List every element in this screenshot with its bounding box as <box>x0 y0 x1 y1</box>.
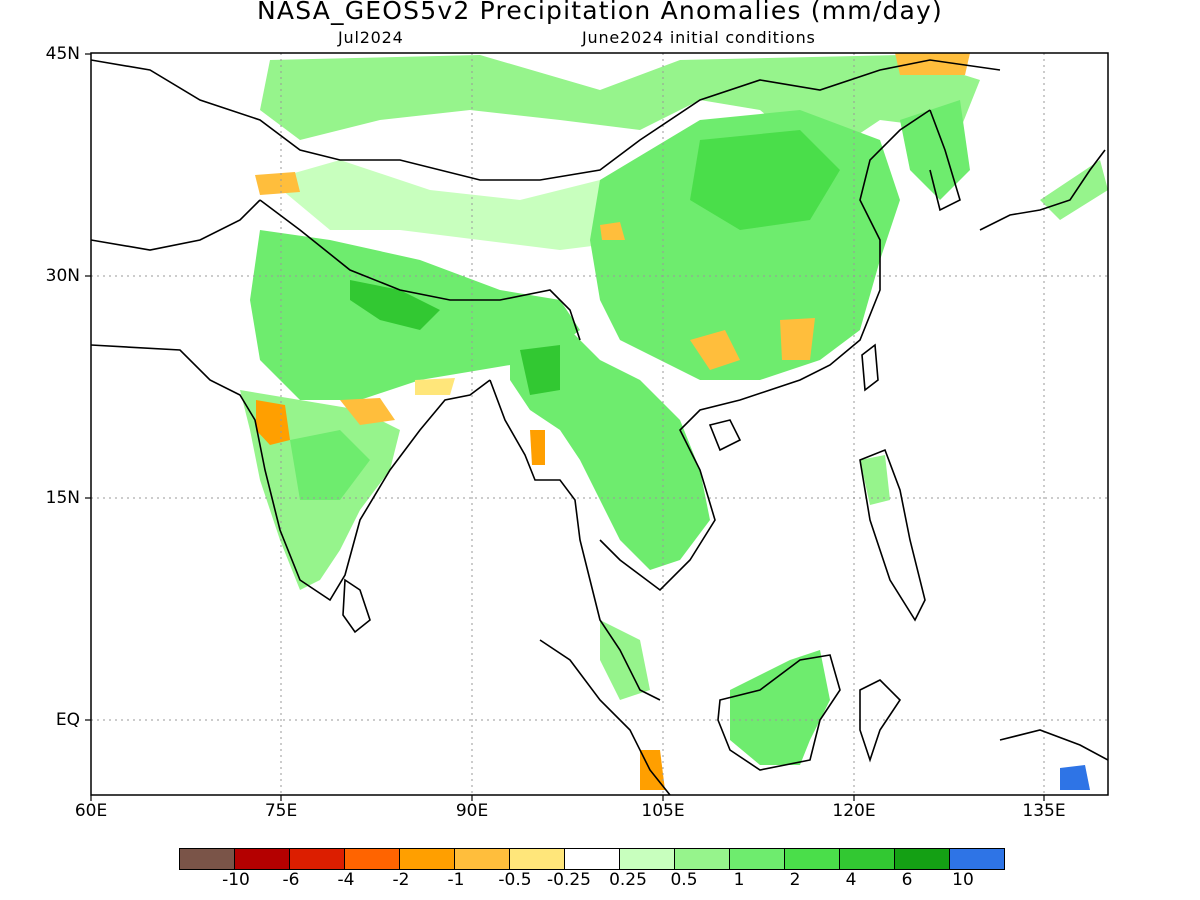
coast-borneo <box>717 654 841 771</box>
lon-label-135e: 135E <box>1022 801 1066 821</box>
initial-conditions-label: June2024 initial conditions <box>582 28 816 47</box>
region-new-guinea-wet <box>1060 765 1090 790</box>
colorbar-swatch <box>674 848 730 870</box>
coast-hainan <box>708 419 742 452</box>
colorbar-label: 6 <box>901 870 913 890</box>
forecast-month: Jul2024 <box>338 28 404 47</box>
colorbar-swatch <box>784 848 840 870</box>
anomaly-layer <box>240 53 1108 790</box>
colorbar-swatch <box>729 848 785 870</box>
region-west-india-dry <box>256 400 290 445</box>
colorbar-label: 0.25 <box>609 870 647 890</box>
colorbar-swatch <box>619 848 675 870</box>
colorbar-label: -2 <box>392 870 410 890</box>
region-central-india-core <box>290 430 370 500</box>
region-philippines <box>860 455 890 505</box>
map-title: NASA_GEOS5v2 Precipitation Anomalies (mm… <box>257 0 943 25</box>
region-himalaya-core <box>350 280 440 330</box>
colorbar-swatch <box>839 848 895 870</box>
lon-label-105e: 105E <box>641 801 685 821</box>
coast-srilanka <box>342 578 371 634</box>
coast-sumatra <box>539 639 671 795</box>
region-japan-tip <box>1040 160 1108 220</box>
colorbar-swatch <box>234 848 290 870</box>
plot-frame <box>90 52 1109 796</box>
region-east-china-core <box>690 130 840 230</box>
region-borneo <box>730 650 830 765</box>
colorbar-label: -1 <box>447 870 465 890</box>
colorbar-label: 4 <box>845 870 857 890</box>
border-china-north <box>91 59 1001 181</box>
colorbar-swatch <box>509 848 565 870</box>
colorbar-swatch <box>894 848 950 870</box>
region-south-china-dry2 <box>780 318 815 360</box>
coast-korea <box>929 109 961 212</box>
lat-label-eq: EQ <box>55 710 80 730</box>
region-pak-dry <box>255 172 300 195</box>
colorbar-swatch <box>454 848 510 870</box>
colorbar-label: 0.5 <box>670 870 698 890</box>
lon-label-75e: 75E <box>264 801 298 821</box>
region-bengal-dry <box>415 378 455 395</box>
coast-sulawesi <box>859 679 902 763</box>
region-tibet-dry <box>600 222 625 240</box>
coast-philippines <box>859 448 926 622</box>
region-myanmar-dry <box>530 430 545 465</box>
colorbar-swatch <box>564 848 620 870</box>
colorbar-label: -10 <box>222 870 250 890</box>
region-south-china-dry <box>690 330 740 370</box>
lon-label-120e: 120E <box>832 801 876 821</box>
border-himalaya <box>259 199 581 341</box>
coast-indochina <box>599 109 931 592</box>
colorbar-label: -4 <box>337 870 355 890</box>
coast-myanmar-thai <box>489 379 661 701</box>
colorbar-label: -0.5 <box>498 870 532 890</box>
colorbar-swatch <box>399 848 455 870</box>
colorbar-swatch <box>344 848 400 870</box>
coast-new-guinea <box>999 729 1108 761</box>
colorbar-label: 2 <box>789 870 801 890</box>
lat-label-30n: 30N <box>45 266 80 286</box>
gridlines <box>91 53 1108 795</box>
tick-marks <box>85 53 1045 801</box>
coastlines <box>91 59 1108 795</box>
colorbar-swatch <box>289 848 345 870</box>
lon-label-90e: 90E <box>455 801 489 821</box>
region-northeast-dry <box>895 53 970 75</box>
lon-label-60e: 60E <box>74 801 108 821</box>
colorbar-swatch <box>949 848 1005 870</box>
border-pakistan <box>91 199 261 251</box>
lat-label-45n: 45N <box>45 44 80 64</box>
region-myanmar-core <box>520 345 560 395</box>
lat-label-15n: 15N <box>45 488 80 508</box>
colorbar <box>179 848 1005 870</box>
region-tibet <box>270 160 650 250</box>
colorbar-label: -6 <box>282 870 300 890</box>
coast-japan <box>979 149 1106 231</box>
colorbar-label: -0.25 <box>547 870 591 890</box>
colorbar-swatch <box>179 848 235 870</box>
region-bay-dry <box>340 398 395 425</box>
colorbar-label: 10 <box>952 870 974 890</box>
coast-taiwan <box>861 343 879 392</box>
colorbar-label: 1 <box>733 870 745 890</box>
coast-india <box>91 344 491 602</box>
